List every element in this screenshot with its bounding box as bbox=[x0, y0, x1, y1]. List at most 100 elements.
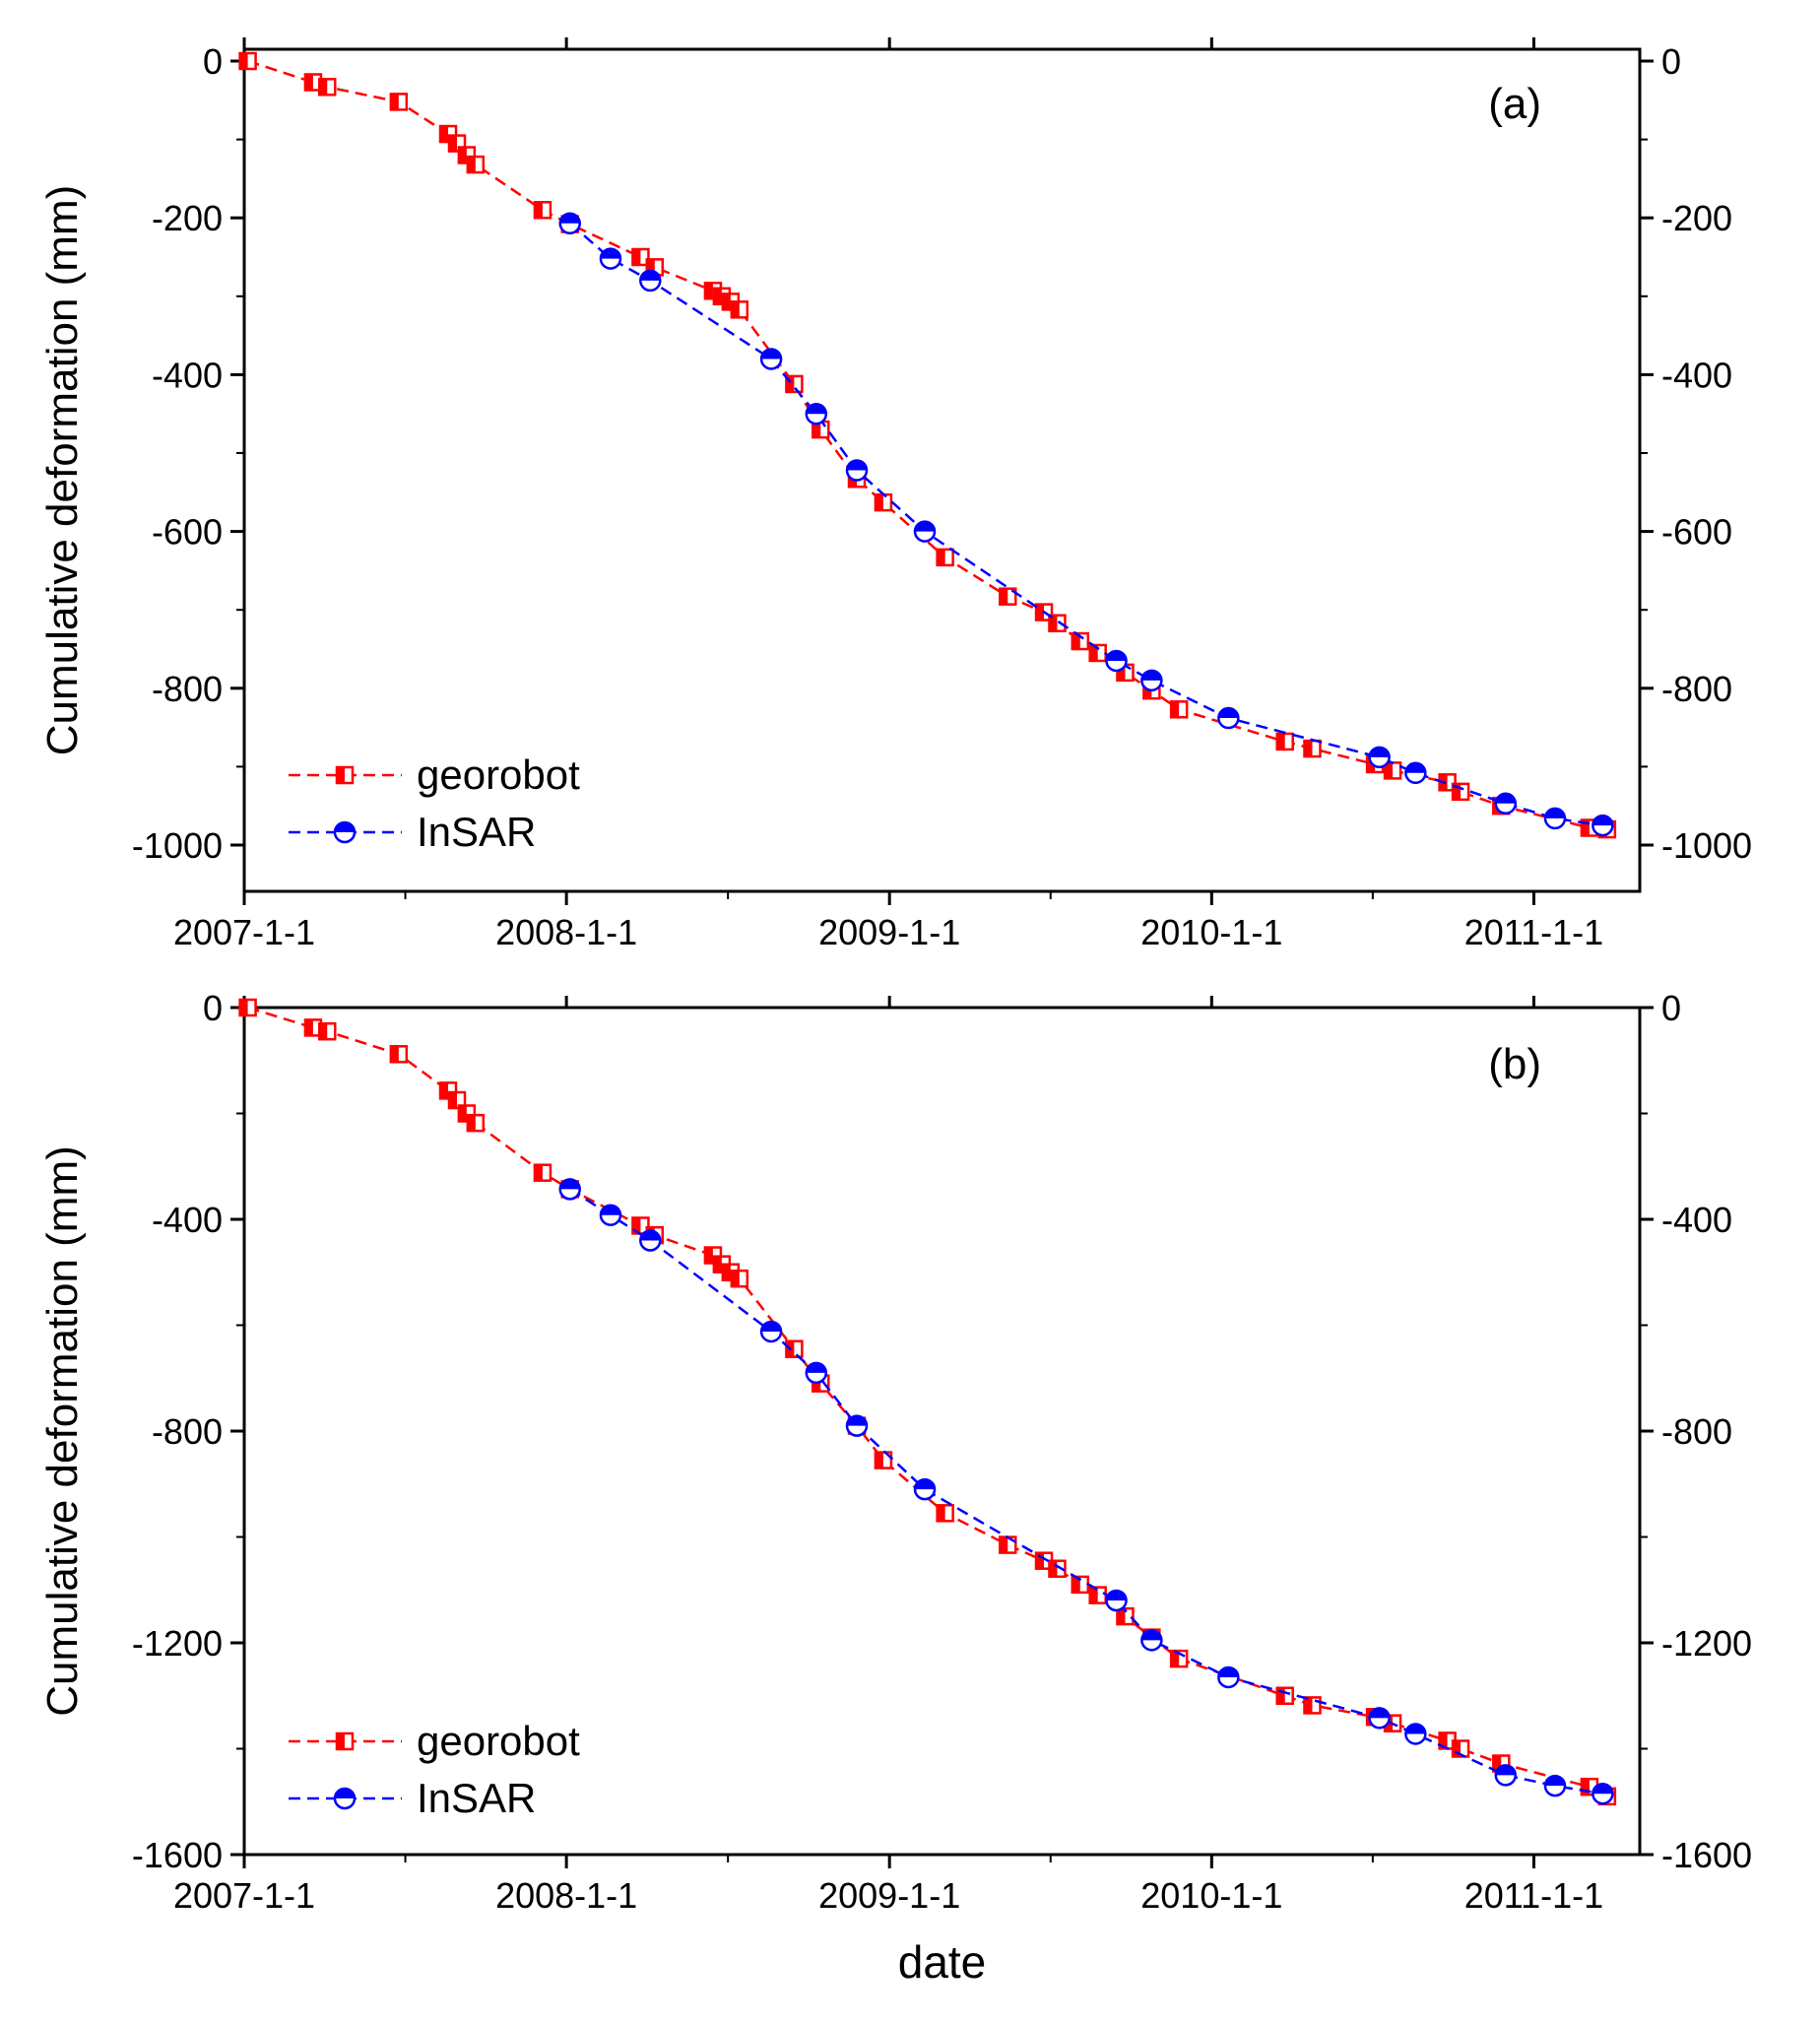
data-point-fill bbox=[304, 1019, 313, 1036]
series-InSAR bbox=[558, 1178, 1614, 1805]
data-point-fill bbox=[1117, 664, 1126, 681]
data-point-fill bbox=[731, 1271, 740, 1287]
data-point-fill bbox=[1405, 1724, 1426, 1734]
data-point-fill bbox=[1544, 1776, 1565, 1787]
data-point-fill bbox=[449, 135, 458, 152]
data-point-fill bbox=[761, 349, 782, 359]
data-point-fill bbox=[467, 157, 476, 173]
data-point-fill bbox=[731, 301, 740, 318]
data-point-fill bbox=[467, 1115, 476, 1132]
data-point-fill bbox=[632, 249, 641, 265]
data-point-fill bbox=[640, 270, 661, 281]
data-point-fill bbox=[319, 1023, 328, 1040]
y-tick-label-left: -800 bbox=[152, 1411, 223, 1452]
data-point-fill bbox=[713, 1256, 722, 1273]
data-point-fill bbox=[875, 494, 883, 511]
data-point-fill bbox=[761, 1321, 782, 1332]
data-point-fill bbox=[534, 1164, 543, 1181]
data-point-fill bbox=[304, 74, 313, 91]
y-tick-label-left: -400 bbox=[152, 1200, 223, 1240]
data-point-fill bbox=[1405, 762, 1426, 773]
y-tick-label-right: -1000 bbox=[1661, 825, 1752, 866]
data-point-fill bbox=[713, 288, 722, 304]
data-point-fill bbox=[337, 767, 345, 783]
data-point-fill bbox=[390, 94, 399, 110]
data-point-fill bbox=[1218, 708, 1239, 719]
data-point-fill bbox=[534, 202, 543, 219]
series-line-georobot bbox=[247, 1006, 1608, 1797]
data-point-fill bbox=[1072, 1576, 1080, 1593]
y-tick-label-left: -1200 bbox=[132, 1623, 223, 1664]
y-tick-label-left: -200 bbox=[152, 198, 223, 238]
data-point-fill bbox=[1049, 1560, 1058, 1577]
data-point-fill bbox=[1304, 1697, 1313, 1714]
data-point-fill bbox=[1544, 808, 1565, 818]
data-point-fill bbox=[847, 460, 868, 471]
data-point-fill bbox=[1592, 1784, 1613, 1795]
x-tick-label: 2010-1-1 bbox=[1140, 912, 1282, 952]
legend-label: InSAR bbox=[417, 809, 536, 855]
data-point-fill bbox=[704, 1247, 713, 1264]
data-point-fill bbox=[646, 259, 655, 276]
series-line-georobot bbox=[247, 59, 1607, 831]
data-point-fill bbox=[1439, 1732, 1448, 1749]
data-point-fill bbox=[640, 1230, 661, 1241]
y-tick-label-right: -400 bbox=[1661, 355, 1732, 395]
data-point-fill bbox=[1089, 1587, 1098, 1603]
data-point-fill bbox=[239, 1000, 248, 1015]
data-point-fill bbox=[319, 79, 328, 96]
data-point-fill bbox=[937, 1505, 945, 1522]
y-tick-label-left: -800 bbox=[152, 669, 223, 709]
data-point-fill bbox=[722, 1264, 731, 1280]
y-tick-label-left: -400 bbox=[152, 355, 223, 395]
data-point-fill bbox=[1276, 1687, 1285, 1704]
data-point-fill bbox=[1581, 1779, 1590, 1795]
data-point-fill bbox=[1171, 701, 1180, 718]
data-point-fill bbox=[1495, 1765, 1516, 1776]
data-point-fill bbox=[1304, 741, 1313, 757]
x-tick-label: 2008-1-1 bbox=[495, 912, 637, 952]
data-point-fill bbox=[1592, 816, 1613, 826]
series-line-InSAR bbox=[568, 222, 1603, 827]
y-tick-label-right: -200 bbox=[1661, 198, 1732, 238]
data-point-fill bbox=[600, 248, 620, 259]
y-tick-label-left: -600 bbox=[152, 512, 223, 553]
data-point-fill bbox=[559, 1179, 580, 1190]
data-point-fill bbox=[1049, 615, 1058, 631]
data-point-fill bbox=[1000, 588, 1008, 605]
data-point-fill bbox=[1218, 1666, 1239, 1677]
y-tick-label-right: -800 bbox=[1661, 1411, 1732, 1452]
data-point-fill bbox=[1141, 1630, 1162, 1641]
data-point-fill bbox=[1117, 1608, 1126, 1625]
data-point-fill bbox=[1369, 747, 1390, 757]
data-point-fill bbox=[937, 549, 945, 565]
data-point-fill bbox=[1000, 1536, 1008, 1553]
x-tick-label: 2009-1-1 bbox=[818, 1875, 960, 1916]
x-tick-label: 2011-1-1 bbox=[1464, 1875, 1603, 1916]
data-point-fill bbox=[1581, 819, 1590, 836]
data-point-fill bbox=[875, 1452, 883, 1469]
y-tick-label-right: 0 bbox=[1661, 988, 1681, 1028]
data-point-fill bbox=[335, 822, 355, 832]
data-point-fill bbox=[449, 1092, 458, 1109]
chart-panel-b: 2007-1-1 2008-1-1 2009-1-1 2010-1-1 2011-1-1… bbox=[38, 988, 1752, 1988]
data-point-fill bbox=[806, 1362, 826, 1373]
legend-entry: InSAR bbox=[289, 809, 536, 855]
data-point-fill bbox=[1072, 633, 1080, 650]
data-point-fill bbox=[239, 53, 248, 69]
series-georobot bbox=[238, 51, 1617, 839]
data-point-fill bbox=[440, 1082, 449, 1099]
y-tick-label-right: -1200 bbox=[1661, 1623, 1752, 1664]
x-tick-label: 2010-1-1 bbox=[1140, 1875, 1282, 1916]
x-axis-label: date bbox=[898, 1936, 987, 1988]
data-point-fill bbox=[704, 283, 713, 299]
data-point-fill bbox=[812, 422, 821, 438]
data-point-fill bbox=[559, 213, 580, 224]
data-point-fill bbox=[1106, 1591, 1127, 1600]
data-point-fill bbox=[1036, 1552, 1045, 1569]
data-point-fill bbox=[1385, 762, 1394, 779]
x-tick-label: 2011-1-1 bbox=[1464, 912, 1603, 952]
panel-label: (b) bbox=[1488, 1040, 1541, 1088]
series-InSAR bbox=[558, 212, 1614, 837]
